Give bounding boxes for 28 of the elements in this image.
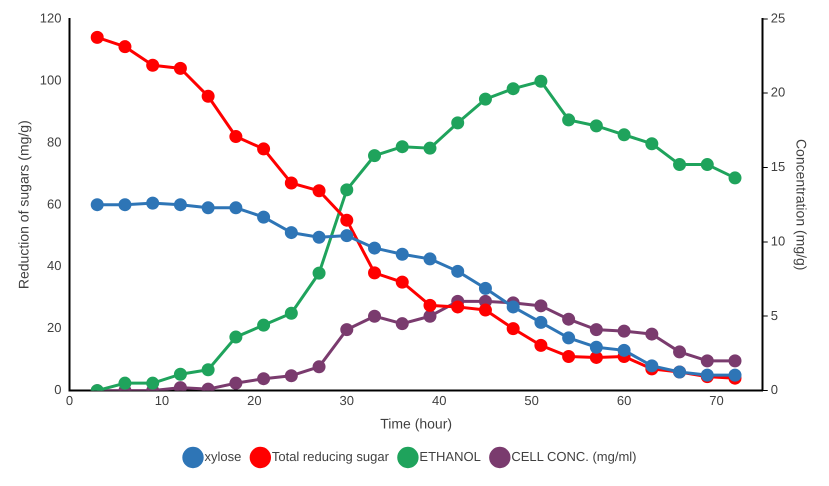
x-tick-label: 30 [340, 392, 354, 408]
x-tick-label: 0 [66, 392, 74, 408]
x-axis-title: Time (hour) [380, 415, 452, 432]
x-tick-label: 20 [247, 392, 262, 408]
y-tick-label: 0 [54, 382, 62, 398]
x-tick-label: 40 [432, 392, 446, 408]
legend-label: Total reducing sugar [272, 449, 390, 464]
y-axis-title: Reduction of sugars (mg/g) [15, 120, 32, 290]
y2-axis-title: Concentration (mg/g) [794, 138, 810, 270]
y-tick-label: 80 [47, 134, 62, 150]
x-tick-label: 70 [709, 392, 724, 408]
y-tick-label: 120 [40, 10, 62, 26]
legend-label: ETHANOL [419, 449, 481, 464]
y2-tick-label: 20 [770, 84, 786, 100]
legend-label: CELL CONC. (mg/ml) [511, 449, 637, 464]
y-tick-label: 20 [47, 320, 62, 336]
x-tick-label: 60 [616, 392, 632, 408]
y-tick-label: 60 [47, 196, 62, 212]
y-tick-label: 40 [47, 258, 62, 274]
y2-tick-label: 10 [770, 233, 786, 248]
y2-tick-label: 0 [770, 382, 778, 398]
y2-tick-label: 5 [770, 308, 778, 323]
legend-label: xylose [204, 449, 242, 464]
x-tick-label: 10 [154, 392, 170, 408]
x-tick-label: 50 [524, 392, 539, 408]
y2-tick-label: 25 [770, 10, 786, 26]
y2-tick-label: 15 [770, 159, 786, 174]
y-tick-label: 100 [40, 72, 62, 88]
